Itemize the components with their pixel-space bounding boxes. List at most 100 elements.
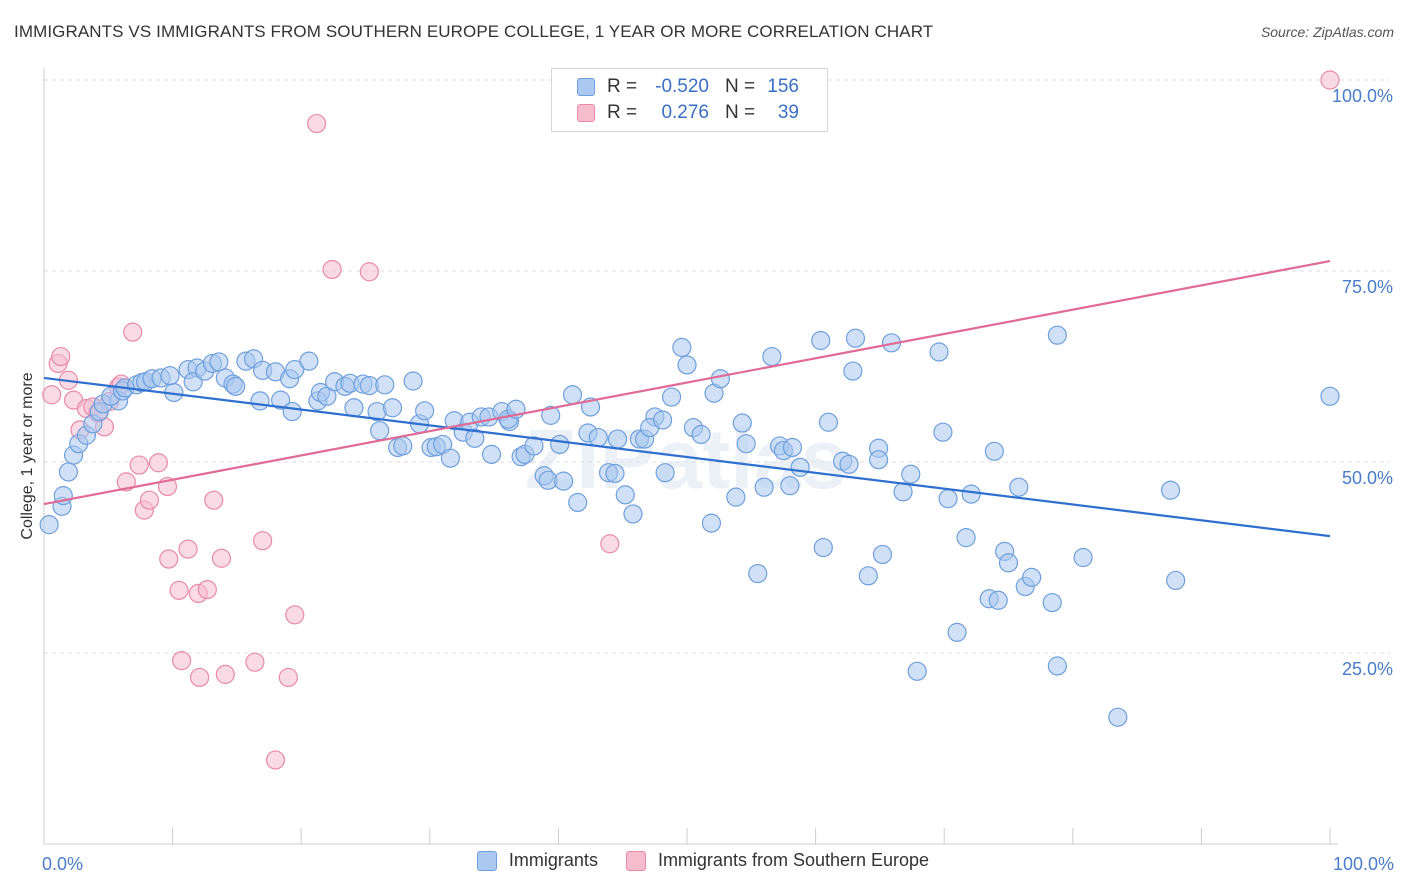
point-southern-europe <box>278 667 298 688</box>
r-value: -0.520 <box>655 76 709 97</box>
point-immigrants <box>623 504 643 524</box>
axes <box>43 68 1338 845</box>
point-immigrants <box>1042 592 1062 613</box>
point-southern-europe <box>190 667 210 688</box>
point-immigrants <box>226 376 246 396</box>
series-legend: Immigrants Immigrants from Southern Euro… <box>0 850 1406 871</box>
point-southern-europe <box>600 534 620 554</box>
point-immigrants <box>655 463 675 483</box>
point-immigrants <box>947 622 967 642</box>
point-southern-europe <box>204 490 224 510</box>
legend-label-southern-europe: Immigrants from Southern Europe <box>657 850 930 870</box>
point-immigrants <box>1073 547 1093 568</box>
x-tick-labels: 0.0% 100.0% <box>42 854 1394 874</box>
point-immigrants <box>780 476 800 496</box>
point-immigrants <box>607 429 628 449</box>
stats-row-southern-europe: R = 0.276 N = 39 <box>577 100 799 126</box>
r-key: R = <box>607 76 638 97</box>
point-immigrants <box>691 424 711 445</box>
point-immigrants <box>403 371 423 391</box>
point-immigrants <box>901 464 921 484</box>
series-immigrants-points <box>39 325 1340 727</box>
point-immigrants <box>754 477 774 497</box>
y-tick-label: 25.0% <box>1342 659 1393 679</box>
point-immigrants <box>160 366 180 386</box>
point-southern-europe <box>178 539 198 559</box>
series-southern-europe-points <box>42 70 1340 770</box>
point-immigrants <box>961 484 981 504</box>
point-immigrants <box>1108 707 1128 727</box>
point-immigrants <box>1047 656 1067 676</box>
r-value: 0.276 <box>661 102 709 123</box>
point-immigrants <box>271 390 291 410</box>
point-immigrants <box>541 405 561 425</box>
point-immigrants <box>813 537 833 558</box>
point-southern-europe <box>245 652 265 672</box>
point-immigrants <box>858 566 878 586</box>
y-tick-label: 75.0% <box>1342 277 1393 297</box>
point-immigrants <box>285 359 305 380</box>
trend-line-immigrants <box>43 376 1331 538</box>
point-immigrants <box>375 375 395 395</box>
source-label: Source: ZipAtlas.com <box>1260 24 1394 40</box>
legend-item-southern-europe[interactable]: Immigrants from Southern Europe <box>625 850 930 871</box>
point-southern-europe <box>322 259 342 280</box>
point-immigrants <box>736 434 756 454</box>
point-immigrants <box>988 590 1008 610</box>
point-immigrants <box>869 450 889 470</box>
point-immigrants <box>938 489 958 509</box>
point-immigrants <box>762 346 782 367</box>
point-immigrants <box>677 355 697 375</box>
legend-swatch-blue <box>476 850 497 871</box>
point-immigrants <box>661 387 682 407</box>
point-southern-europe <box>265 750 286 770</box>
point-immigrants <box>282 401 302 422</box>
point-southern-europe <box>359 262 379 282</box>
point-southern-europe <box>42 385 62 405</box>
point-immigrants <box>1160 480 1181 500</box>
point-immigrants <box>1166 570 1186 591</box>
point-immigrants <box>550 434 570 455</box>
x-tick-label: 100.0% <box>1333 854 1394 874</box>
point-immigrants <box>299 351 319 371</box>
legend-swatch-pink <box>625 850 646 871</box>
point-immigrants <box>701 513 722 533</box>
legend-label-immigrants: Immigrants <box>508 850 598 870</box>
point-immigrants <box>998 553 1019 573</box>
point-immigrants <box>845 328 866 348</box>
point-immigrants <box>39 515 59 535</box>
point-southern-europe <box>1320 70 1340 90</box>
point-immigrants <box>956 528 976 548</box>
point-southern-europe <box>123 322 143 342</box>
n-value: 39 <box>777 102 799 123</box>
point-immigrants <box>58 462 79 482</box>
point-immigrants <box>843 361 863 381</box>
point-immigrants <box>1009 477 1029 497</box>
point-southern-europe <box>197 579 217 600</box>
stats-row-immigrants: R = -0.520 N = 156 <box>577 74 799 100</box>
point-immigrants <box>652 410 673 430</box>
point-immigrants <box>370 421 390 441</box>
point-southern-europe <box>211 548 232 568</box>
point-immigrants <box>907 661 927 681</box>
legend-item-immigrants[interactable]: Immigrants <box>476 850 598 871</box>
point-immigrants <box>250 391 270 411</box>
point-immigrants <box>1047 325 1067 345</box>
point-southern-europe <box>116 472 136 492</box>
point-immigrants <box>1320 386 1340 406</box>
point-immigrants <box>811 330 831 351</box>
point-southern-europe <box>215 664 235 684</box>
point-immigrants <box>839 454 859 474</box>
y-tick-label: 100.0% <box>1332 86 1393 106</box>
point-immigrants <box>726 487 746 507</box>
n-key: N = <box>725 76 756 97</box>
y-tick-label: 50.0% <box>1342 468 1393 488</box>
n-value: 156 <box>767 76 799 97</box>
point-immigrants <box>984 441 1004 461</box>
point-immigrants <box>672 337 692 357</box>
point-immigrants <box>415 401 435 421</box>
point-immigrants <box>524 436 544 456</box>
point-immigrants <box>481 444 502 464</box>
point-immigrants <box>588 427 608 448</box>
point-southern-europe <box>253 531 273 551</box>
